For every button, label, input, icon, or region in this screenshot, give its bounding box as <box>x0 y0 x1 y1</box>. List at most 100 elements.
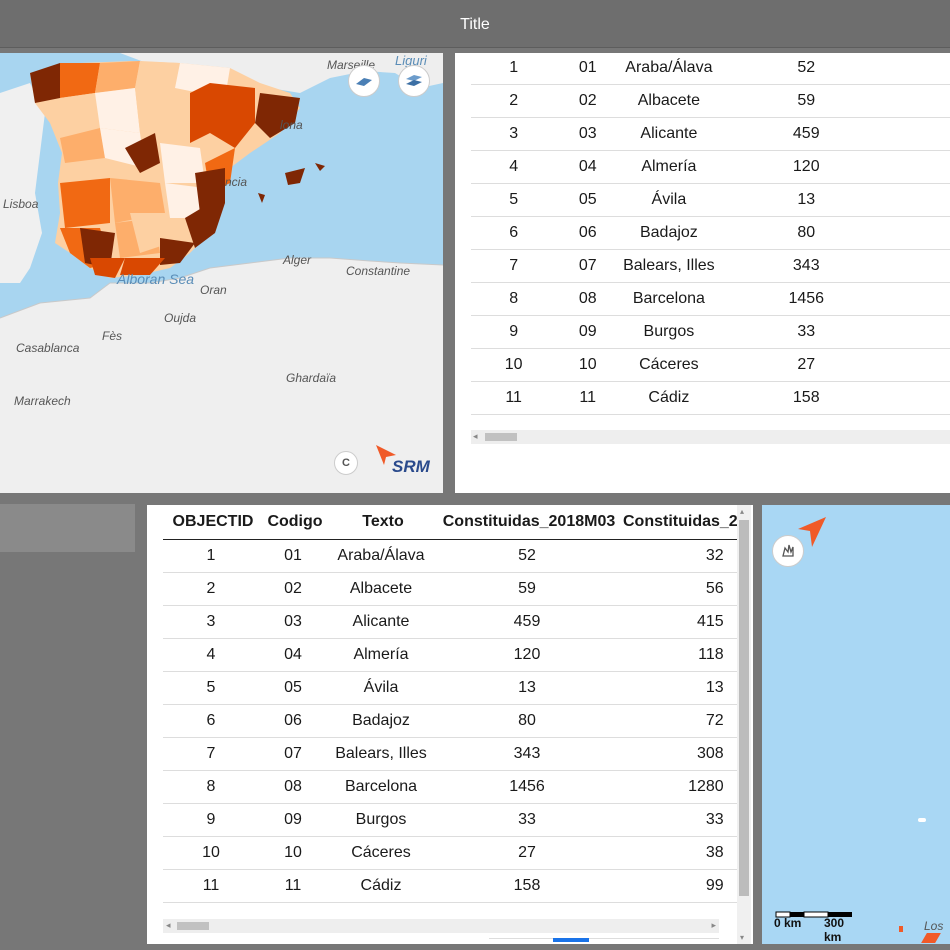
scroll-left-icon[interactable]: ◂ <box>473 431 478 441</box>
table-cell: Barcelona <box>619 282 719 316</box>
table-row[interactable]: 6 06 Badajoz 80 72 <box>163 704 738 738</box>
table-row[interactable]: 4 04 Almería 120 118 <box>163 638 738 672</box>
table-row[interactable]: 8 08 Barcelona 1456 <box>471 282 950 316</box>
column-header[interactable]: Constituidas_2018M03 <box>435 505 619 540</box>
table-cell: 308 <box>619 737 738 771</box>
stacked-layers-icon <box>406 75 422 86</box>
table-cell: 03 <box>259 605 327 639</box>
table-row[interactable]: 1 01 Araba/Álava 52 32 <box>163 539 738 573</box>
scrollbar-thumb-2[interactable] <box>177 922 209 930</box>
table-cell: Araba/Álava <box>327 539 435 573</box>
table-cell: 120 <box>718 150 894 184</box>
table-row[interactable]: 2 02 Albacete 59 <box>471 84 950 118</box>
table-row[interactable]: 6 06 Badajoz 80 <box>471 216 950 250</box>
table-row[interactable]: 11 11 Cádiz 158 <box>471 381 950 415</box>
table-row[interactable]: 10 10 Cáceres 27 <box>471 348 950 382</box>
scale-label-300: 300 km <box>824 916 845 944</box>
app-title: Title <box>460 16 490 33</box>
horizontal-scrollbar-2[interactable]: ◂ ▸ <box>163 919 719 933</box>
label-lisboa: Lisboa <box>3 197 39 211</box>
table-cell: Ávila <box>619 183 719 217</box>
table-row[interactable]: 7 07 Balears, Illes 343 308 <box>163 737 738 771</box>
table-row[interactable]: 7 07 Balears, Illes 343 <box>471 249 950 283</box>
table-cell-empty <box>893 282 950 316</box>
table-cell: 52 <box>718 53 894 85</box>
map-canvas[interactable] <box>0 53 443 493</box>
table-cell: 32 <box>619 539 738 573</box>
vscroll-thumb[interactable] <box>739 520 749 896</box>
label-marrakech: Marrakech <box>14 394 71 408</box>
app-title-bar: Title <box>0 0 950 48</box>
table-row[interactable]: 11 11 Cádiz 158 99 <box>163 869 738 903</box>
table-cell: 2 <box>471 84 557 118</box>
table-cell: 1456 <box>718 282 894 316</box>
column-header[interactable]: OBJECTID <box>163 505 259 540</box>
table-cell-empty <box>893 348 950 382</box>
scrollbar-thumb[interactable] <box>485 433 517 441</box>
pagination-bar[interactable] <box>489 938 719 944</box>
layers-icon <box>356 78 372 86</box>
table-cell: 05 <box>556 183 620 217</box>
column-header[interactable]: Constituidas_2 <box>619 505 738 540</box>
locate-button[interactable] <box>772 535 804 567</box>
table-row[interactable]: 2 02 Albacete 59 56 <box>163 572 738 606</box>
table-cell: 07 <box>259 737 327 771</box>
table-cell: 343 <box>718 249 894 283</box>
scroll-up-icon[interactable]: ▴ <box>740 507 745 516</box>
table-cell: 158 <box>718 381 894 415</box>
table-cell: 6 <box>163 704 259 738</box>
scroll-left-icon-2[interactable]: ◂ <box>166 920 171 930</box>
table-cell: Araba/Álava <box>619 53 719 85</box>
region-shape-2 <box>921 933 941 943</box>
table-cell: 118 <box>619 638 738 672</box>
table-row[interactable]: 10 10 Cáceres 27 38 <box>163 836 738 870</box>
label-oujda: Oujda <box>164 311 197 325</box>
label-casablanca: Casablanca <box>16 341 80 355</box>
srm-logo: SRM <box>374 443 434 483</box>
scroll-right-icon[interactable]: ▸ <box>711 920 716 930</box>
table-cell: 9 <box>471 315 557 349</box>
compass-arrow-icon <box>798 517 826 547</box>
choropleth-map[interactable]: Marseille Liguri lona ncia Lisboa Alger … <box>0 53 443 493</box>
label-corner: Los <box>924 919 944 933</box>
table-cell: Almería <box>327 638 435 672</box>
table-cell: 72 <box>619 704 738 738</box>
table-row[interactable]: 3 03 Alicante 459 <box>471 117 950 151</box>
table-row[interactable]: 5 05 Ávila 13 13 <box>163 671 738 705</box>
table-cell: Albacete <box>327 572 435 606</box>
table-cell: 10 <box>556 348 620 382</box>
label-barcelona: lona <box>280 118 303 132</box>
table-row[interactable]: 8 08 Barcelona 1456 1280 <box>163 770 738 804</box>
table-cell: 1 <box>471 53 557 85</box>
table-cell: 08 <box>259 770 327 804</box>
table-cell: 415 <box>619 605 738 639</box>
table-cell: 04 <box>556 150 620 184</box>
pagination-active-indicator[interactable] <box>553 938 589 942</box>
table-row[interactable]: 4 04 Almería 120 <box>471 150 950 184</box>
scale-bar: 0 km 300 km <box>774 905 864 944</box>
scroll-down-icon[interactable]: ▾ <box>740 933 745 942</box>
table-row[interactable]: 9 09 Burgos 33 <box>471 315 950 349</box>
table-cell: 10 <box>471 348 557 382</box>
attribute-table: OBJECTID Codigo Texto Constituidas_2018M03 C… <box>163 505 738 903</box>
horizontal-scrollbar[interactable]: ◂ <box>471 430 950 444</box>
table-row[interactable]: 3 03 Alicante 459 415 <box>163 605 738 639</box>
column-header[interactable]: Texto <box>327 505 435 540</box>
table-row[interactable]: 5 05 Ávila 13 <box>471 183 950 217</box>
table-cell: 13 <box>619 671 738 705</box>
table-cell: Balears, Illes <box>619 249 719 283</box>
basemap-toggle-button[interactable] <box>348 65 380 97</box>
table-row[interactable]: 1 01 Araba/Álava 52 <box>471 53 950 85</box>
table-row[interactable]: 9 09 Burgos 33 33 <box>163 803 738 837</box>
table-cell: Alicante <box>327 605 435 639</box>
table-cell-empty <box>893 183 950 217</box>
table-cell: Barcelona <box>327 770 435 804</box>
table-cell: 11 <box>259 869 327 903</box>
secondary-map[interactable]: 0 km 300 km Los <box>762 505 950 944</box>
layer-toggle-button[interactable] <box>398 65 430 97</box>
label-oran: Oran <box>200 283 227 297</box>
vertical-scrollbar[interactable]: ▴ ▾ <box>737 505 751 944</box>
table-cell: 06 <box>556 216 620 250</box>
copyright-button[interactable]: C <box>334 451 358 475</box>
column-header[interactable]: Codigo <box>259 505 327 540</box>
